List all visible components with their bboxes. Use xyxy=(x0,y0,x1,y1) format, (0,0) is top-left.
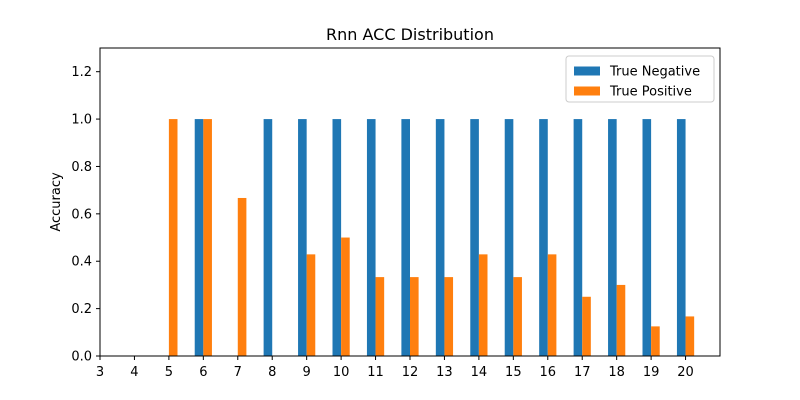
bar-true-negative-8 xyxy=(263,119,273,356)
bar-true-positive-10 xyxy=(341,237,350,356)
legend-frame xyxy=(565,55,715,103)
legend-label: True Negative xyxy=(609,65,700,80)
bar-true-negative-13 xyxy=(435,119,445,356)
axes-group: 0.0 0.2 0.4 0.6 0.8 1.0 1.2 3 4 5 6 7 8 9 10 11 12 13 14 15… xyxy=(71,47,721,380)
bar-true-positive-19 xyxy=(651,326,660,356)
bar-true-positive-18 xyxy=(616,284,626,356)
x-tick-label: 17 xyxy=(574,365,591,380)
bar-true-negative-14 xyxy=(470,119,479,356)
y-tick-label: 1.2 xyxy=(71,65,92,80)
x-tick-label: 19 xyxy=(643,365,660,380)
bar-true-negative-11 xyxy=(366,119,376,356)
bar-true-negative-16 xyxy=(539,119,548,356)
bar-true-positive-13 xyxy=(444,277,454,356)
bar-true-positive-14 xyxy=(478,254,488,356)
bar-true-positive-20 xyxy=(685,316,695,356)
bars-group xyxy=(168,119,695,356)
x-tick-label: 18 xyxy=(608,365,625,380)
x-tick-label: 15 xyxy=(505,365,522,380)
bar-true-negative-18 xyxy=(608,119,617,356)
x-tick-label: 13 xyxy=(436,365,453,380)
x-tick-label: 16 xyxy=(540,365,557,380)
x-tick-label: 3 xyxy=(96,365,104,380)
x-tick-label: 5 xyxy=(165,365,173,380)
bar-true-positive-5 xyxy=(168,119,178,356)
y-tick-label: 0.2 xyxy=(71,302,92,317)
y-tick-label: 0.6 xyxy=(71,207,92,222)
x-tick-label: 11 xyxy=(367,365,384,380)
y-tick-label: 0.0 xyxy=(71,350,92,365)
x-tick-label: 4 xyxy=(130,365,138,380)
x-tick-label: 9 xyxy=(303,365,311,380)
legend: True Negative True Positive xyxy=(565,55,715,103)
x-tick-label: 7 xyxy=(234,365,242,380)
bar-true-positive-11 xyxy=(375,277,385,356)
x-tick-label: 10 xyxy=(333,365,350,380)
bar-true-negative-12 xyxy=(401,119,410,356)
x-tick-label: 6 xyxy=(199,365,207,380)
legend-label: True Positive xyxy=(609,85,692,100)
bar-true-positive-9 xyxy=(306,254,316,356)
bar-true-negative-6 xyxy=(194,119,204,356)
bar-true-negative-17 xyxy=(573,119,583,356)
bar-true-positive-17 xyxy=(582,296,591,356)
bar-true-positive-7 xyxy=(237,197,247,356)
x-tick-label: 12 xyxy=(402,365,419,380)
bar-true-negative-19 xyxy=(642,119,652,356)
bar-true-negative-15 xyxy=(504,119,514,356)
y-tick-label: 1.0 xyxy=(71,113,92,128)
legend-swatch xyxy=(574,66,600,76)
x-tick-label: 14 xyxy=(471,365,488,380)
bar-true-positive-16 xyxy=(547,254,557,356)
x-tick-label: 20 xyxy=(677,365,694,380)
chart-title: Rnn ACC Distribution xyxy=(326,25,494,44)
y-tick-label: 0.8 xyxy=(71,160,92,175)
y-axis-label: Accuracy xyxy=(49,172,64,232)
bar-true-negative-9 xyxy=(298,119,307,356)
bar-true-positive-12 xyxy=(410,277,419,356)
bar-true-positive-15 xyxy=(513,277,522,356)
y-tick-label: 0.4 xyxy=(71,255,92,270)
bar-true-negative-10 xyxy=(332,119,342,356)
legend-swatch xyxy=(574,86,600,96)
x-tick-label: 8 xyxy=(268,365,276,380)
bar-true-negative-20 xyxy=(676,119,686,356)
bar-true-positive-6 xyxy=(203,119,212,356)
